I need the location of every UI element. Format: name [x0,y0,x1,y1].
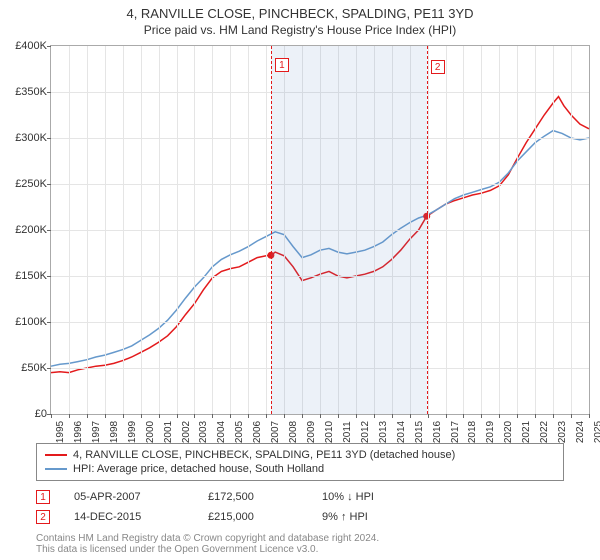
gridline-v [159,46,160,414]
event-price: £215,000 [208,511,298,523]
footer-attribution: Contains HM Land Registry data © Crown c… [36,533,564,555]
chart-title: 4, RANVILLE CLOSE, PINCHBECK, SPALDING, … [0,0,600,21]
event-line [271,46,272,414]
x-axis-label: 2008 [284,421,299,443]
x-axis-label: 1997 [87,421,102,443]
gridline-v [481,46,482,414]
x-axis-label: 2025 [589,421,600,443]
gridline-v [69,46,70,414]
x-axis-label: 2009 [302,421,317,443]
x-axis-label: 2017 [446,421,461,443]
legend-row: HPI: Average price, detached house, Sout… [45,462,555,476]
event-price: £172,500 [208,491,298,503]
gridline-v [535,46,536,414]
x-axis-label: 2012 [356,421,371,443]
gridline-v [553,46,554,414]
x-axis-label: 2024 [571,421,586,443]
legend-label: 4, RANVILLE CLOSE, PINCHBECK, SPALDING, … [73,449,455,461]
x-axis-label: 2005 [230,421,245,443]
gridline-v [446,46,447,414]
gridline-v [248,46,249,414]
legend-label: HPI: Average price, detached house, Sout… [73,463,324,475]
gridline-v [266,46,267,414]
y-axis-label: £150K [15,270,51,282]
gridline-v [141,46,142,414]
gridline-v [499,46,500,414]
x-axis-label: 2001 [159,421,174,443]
event-number-box: 2 [36,510,50,524]
event-date: 05-APR-2007 [74,491,184,503]
x-axis-label: 2014 [392,421,407,443]
x-axis-label: 2013 [374,421,389,443]
x-axis-label: 1998 [105,421,120,443]
events-table: 1 05-APR-2007 £172,500 10% ↓ HPI 2 14-DEC-201… [36,487,564,527]
x-axis-label: 2011 [338,421,353,443]
gridline-v [177,46,178,414]
x-axis-label: 2004 [212,421,227,443]
gridline-v [87,46,88,414]
x-axis-label: 2016 [428,421,443,443]
y-axis-label: £350K [15,86,51,98]
x-axis-label: 2022 [535,421,550,443]
event-delta: 10% ↓ HPI [322,491,432,503]
legend-row: 4, RANVILLE CLOSE, PINCHBECK, SPALDING, … [45,448,555,462]
x-axis-label: 2020 [499,421,514,443]
x-axis-label: 1995 [51,421,66,443]
x-axis-label: 2015 [410,421,425,443]
event-marker-box: 2 [431,60,445,74]
gridline-v [571,46,572,414]
x-axis-label: 2019 [481,421,496,443]
x-axis-label: 2002 [177,421,192,443]
x-axis-label: 2023 [553,421,568,443]
gridline-v [194,46,195,414]
x-axis-label: 2010 [320,421,335,443]
event-row: 2 14-DEC-2015 £215,000 9% ↑ HPI [36,507,564,527]
event-delta: 9% ↑ HPI [322,511,432,523]
legend-swatch [45,454,67,456]
footer-line-2: This data is licensed under the Open Gov… [36,544,564,555]
x-axis-label: 2021 [517,421,532,443]
shaded-period [271,46,427,414]
legend-box: 4, RANVILLE CLOSE, PINCHBECK, SPALDING, … [36,443,564,481]
event-date: 14-DEC-2015 [74,511,184,523]
gridline-v [428,46,429,414]
x-axis-label: 1999 [123,421,138,443]
gridline-v [105,46,106,414]
y-axis-label: £400K [15,40,51,52]
gridline-v [463,46,464,414]
gridline-v [517,46,518,414]
y-axis-label: £200K [15,224,51,236]
gridline-v [230,46,231,414]
event-row: 1 05-APR-2007 £172,500 10% ↓ HPI [36,487,564,507]
x-axis-label: 2003 [194,421,209,443]
x-axis-label: 2018 [463,421,478,443]
chart-plot-area: £0£50K£100K£150K£200K£250K£300K£350K£400… [50,45,590,415]
chart-subtitle: Price paid vs. HM Land Registry's House … [0,21,600,45]
event-marker-box: 1 [275,58,289,72]
y-axis-label: £300K [15,132,51,144]
x-axis-label: 2006 [248,421,263,443]
x-axis-label: 2000 [141,421,156,443]
event-number-box: 1 [36,490,50,504]
event-line [427,46,428,414]
legend-swatch [45,468,67,470]
gridline-v [212,46,213,414]
x-axis-label: 2007 [266,421,281,443]
footer-line-1: Contains HM Land Registry data © Crown c… [36,533,564,544]
x-axis-label: 1996 [69,421,84,443]
gridline-v [123,46,124,414]
y-axis-label: £250K [15,178,51,190]
y-axis-label: £100K [15,316,51,328]
